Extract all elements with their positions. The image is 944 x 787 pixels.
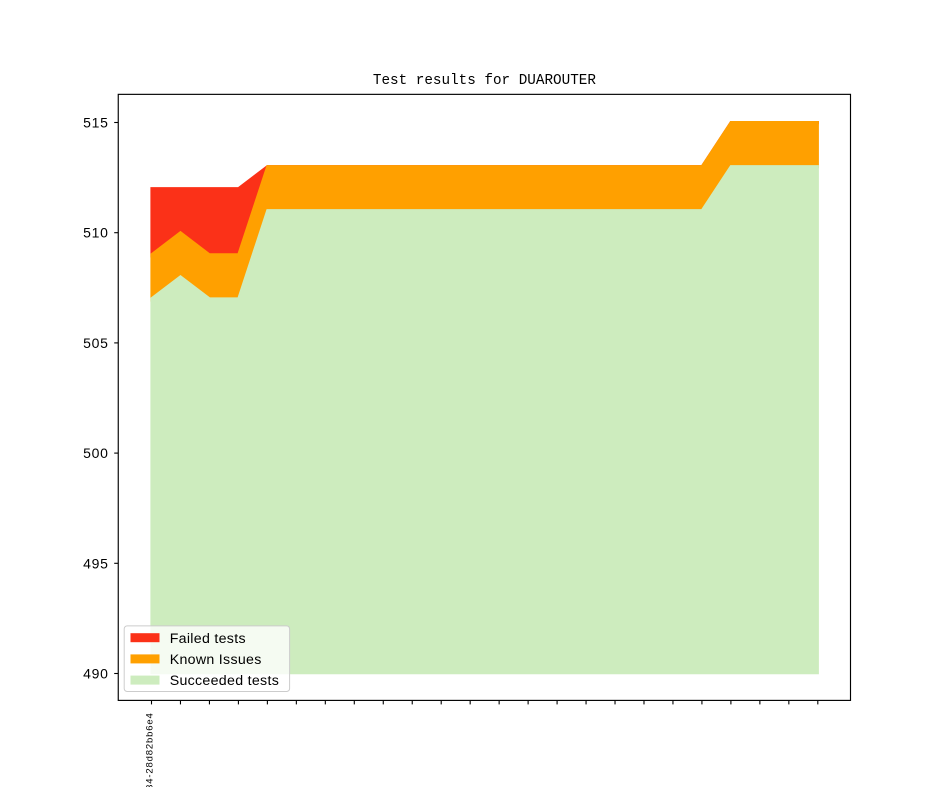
svg-text:Test results for DUAROUTER: Test results for DUAROUTER bbox=[373, 73, 596, 89]
svg-text:490: 490 bbox=[83, 666, 109, 682]
svg-text:Failed tests: Failed tests bbox=[170, 631, 246, 647]
svg-text:495: 495 bbox=[83, 555, 109, 571]
svg-text:Succeeded tests: Succeeded tests bbox=[170, 673, 279, 689]
svg-text:505: 505 bbox=[83, 335, 109, 351]
svg-text:515: 515 bbox=[83, 115, 109, 131]
svg-text:510: 510 bbox=[83, 225, 109, 241]
svg-text:0534-28d82bb6e4: 0534-28d82bb6e4 bbox=[145, 712, 156, 787]
svg-text:Known Issues: Known Issues bbox=[170, 652, 262, 668]
svg-text:500: 500 bbox=[83, 445, 109, 461]
